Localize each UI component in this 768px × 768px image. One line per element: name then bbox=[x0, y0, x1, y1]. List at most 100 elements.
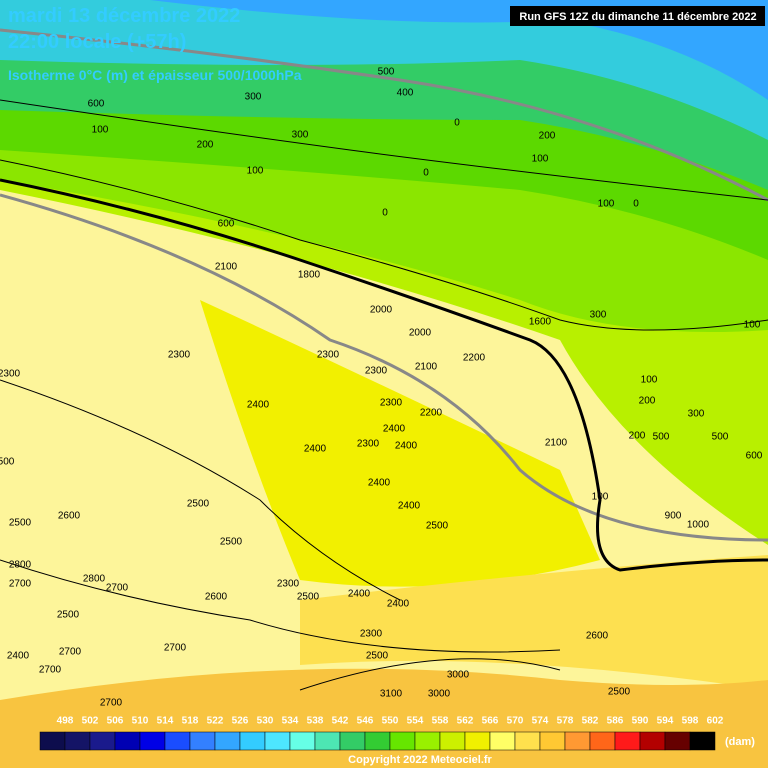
contours bbox=[0, 99, 768, 691]
contour-label: 2100 bbox=[415, 362, 438, 373]
contour-label: 2500 bbox=[608, 687, 631, 698]
contour-label: 600 bbox=[218, 219, 235, 230]
contour-label: 2400 bbox=[368, 478, 391, 489]
legend-label: 530 bbox=[257, 716, 274, 727]
contour-label: 100 bbox=[598, 199, 615, 210]
contour-label: 200 bbox=[639, 396, 656, 407]
contour-label: 100 bbox=[592, 492, 609, 503]
contour-label: 2000 bbox=[409, 328, 432, 339]
legend-label: 550 bbox=[382, 716, 399, 727]
legend-swatch bbox=[514, 731, 541, 751]
contour-label: 2400 bbox=[383, 424, 406, 435]
contour-label: 3100 bbox=[380, 689, 403, 700]
legend-label: 594 bbox=[657, 716, 674, 727]
contour-label: 2000 bbox=[370, 305, 393, 316]
legend-swatch bbox=[689, 731, 716, 751]
contour-label: 2500 bbox=[57, 610, 80, 621]
contour-label: 2100 bbox=[215, 262, 238, 273]
thickness-line bbox=[0, 28, 768, 202]
legend-swatch bbox=[664, 731, 691, 751]
legend-label: 522 bbox=[207, 716, 224, 727]
contour-label: 2700 bbox=[106, 583, 129, 594]
contour-label: 2500 bbox=[187, 499, 210, 510]
legend-swatch bbox=[264, 731, 291, 751]
legend-label: 538 bbox=[307, 716, 324, 727]
legend-label: 542 bbox=[332, 716, 349, 727]
legend: 498 502 506 510 514 518 522 526 530 534 538 542 546 5… bbox=[39, 716, 724, 751]
legend-label: 586 bbox=[607, 716, 624, 727]
contour-label: 500 bbox=[378, 67, 395, 78]
contour-label: 2700 bbox=[39, 665, 62, 676]
legend-label: 514 bbox=[157, 716, 174, 727]
legend-swatch bbox=[164, 731, 191, 751]
contour-label: 2400 bbox=[387, 599, 410, 610]
contour-label: 2700 bbox=[59, 647, 82, 658]
legend-swatch bbox=[464, 731, 491, 751]
contour-label: 2800 bbox=[9, 560, 32, 571]
contour-label: 2300 bbox=[365, 366, 388, 377]
legend-swatch bbox=[114, 731, 141, 751]
contour-label: 300 bbox=[688, 409, 705, 420]
zone-yellow bbox=[200, 300, 600, 587]
contour-label: 2600 bbox=[58, 511, 81, 522]
contour bbox=[0, 99, 768, 201]
run-box bbox=[510, 6, 765, 26]
zone-cyan bbox=[0, 0, 768, 140]
thickness-lines bbox=[0, 28, 768, 542]
contour-label: 2300 bbox=[0, 369, 21, 380]
legend-label: 554 bbox=[407, 716, 424, 727]
legend-swatch bbox=[139, 731, 166, 751]
legend-label: 546 bbox=[357, 716, 374, 727]
contour bbox=[0, 178, 768, 572]
contour-label: 2400 bbox=[304, 444, 327, 455]
contour-label: 300 bbox=[590, 310, 607, 321]
contour-label: 600 bbox=[746, 451, 763, 462]
contour-label: 2400 bbox=[247, 400, 270, 411]
legend-swatch bbox=[39, 731, 66, 751]
contour-label: 2200 bbox=[420, 408, 443, 419]
legend-swatch bbox=[214, 731, 241, 751]
legend-label: 566 bbox=[482, 716, 499, 727]
contour-label: 500 bbox=[712, 432, 729, 443]
copyright: Copyright 2022 Meteociel.fr bbox=[348, 754, 492, 766]
contour-label: 3000 bbox=[428, 689, 451, 700]
contour-label: 200 bbox=[197, 140, 214, 151]
legend-label: 510 bbox=[132, 716, 149, 727]
contour-label: 2100 bbox=[545, 438, 568, 449]
legend-label: 574 bbox=[532, 716, 549, 727]
contour-label: 500 bbox=[0, 457, 15, 468]
legend-swatch bbox=[439, 731, 466, 751]
legend-swatch bbox=[389, 731, 416, 751]
contour bbox=[0, 159, 768, 331]
legend-label: 590 bbox=[632, 716, 649, 727]
contour-label: 2700 bbox=[100, 698, 123, 709]
title: mardi 13 décembre 2022 bbox=[8, 5, 240, 27]
legend-swatch bbox=[414, 731, 441, 751]
contour-label: 100 bbox=[641, 375, 658, 386]
contour-label: 2500 bbox=[366, 651, 389, 662]
contour-label: 2200 bbox=[463, 353, 486, 364]
contour-label: 2300 bbox=[168, 350, 191, 361]
contour-label: 600 bbox=[88, 99, 105, 110]
contour-label: 300 bbox=[292, 130, 309, 141]
contour-label: 2500 bbox=[426, 521, 449, 532]
zone-gold bbox=[300, 555, 768, 690]
legend-unit: (dam) bbox=[725, 736, 755, 748]
legend-label: 518 bbox=[182, 716, 199, 727]
contour-label: 0 bbox=[382, 208, 388, 219]
legend-swatch bbox=[339, 731, 366, 751]
contour-label: 2300 bbox=[360, 629, 383, 640]
legend-label: 498 bbox=[57, 716, 74, 727]
contour-label: 3000 bbox=[447, 670, 470, 681]
contour-label: 900 bbox=[665, 511, 682, 522]
legend-label: 582 bbox=[582, 716, 599, 727]
legend-label: 570 bbox=[507, 716, 524, 727]
legend-label: 598 bbox=[682, 716, 699, 727]
contour-label: 2600 bbox=[586, 631, 609, 642]
contour-label: 0 bbox=[633, 199, 639, 210]
contour-label: 2700 bbox=[164, 643, 187, 654]
contour-label: 2600 bbox=[205, 592, 228, 603]
legend-label: 526 bbox=[232, 716, 249, 727]
legend-swatch bbox=[489, 731, 516, 751]
contour-label: 100 bbox=[92, 125, 109, 136]
